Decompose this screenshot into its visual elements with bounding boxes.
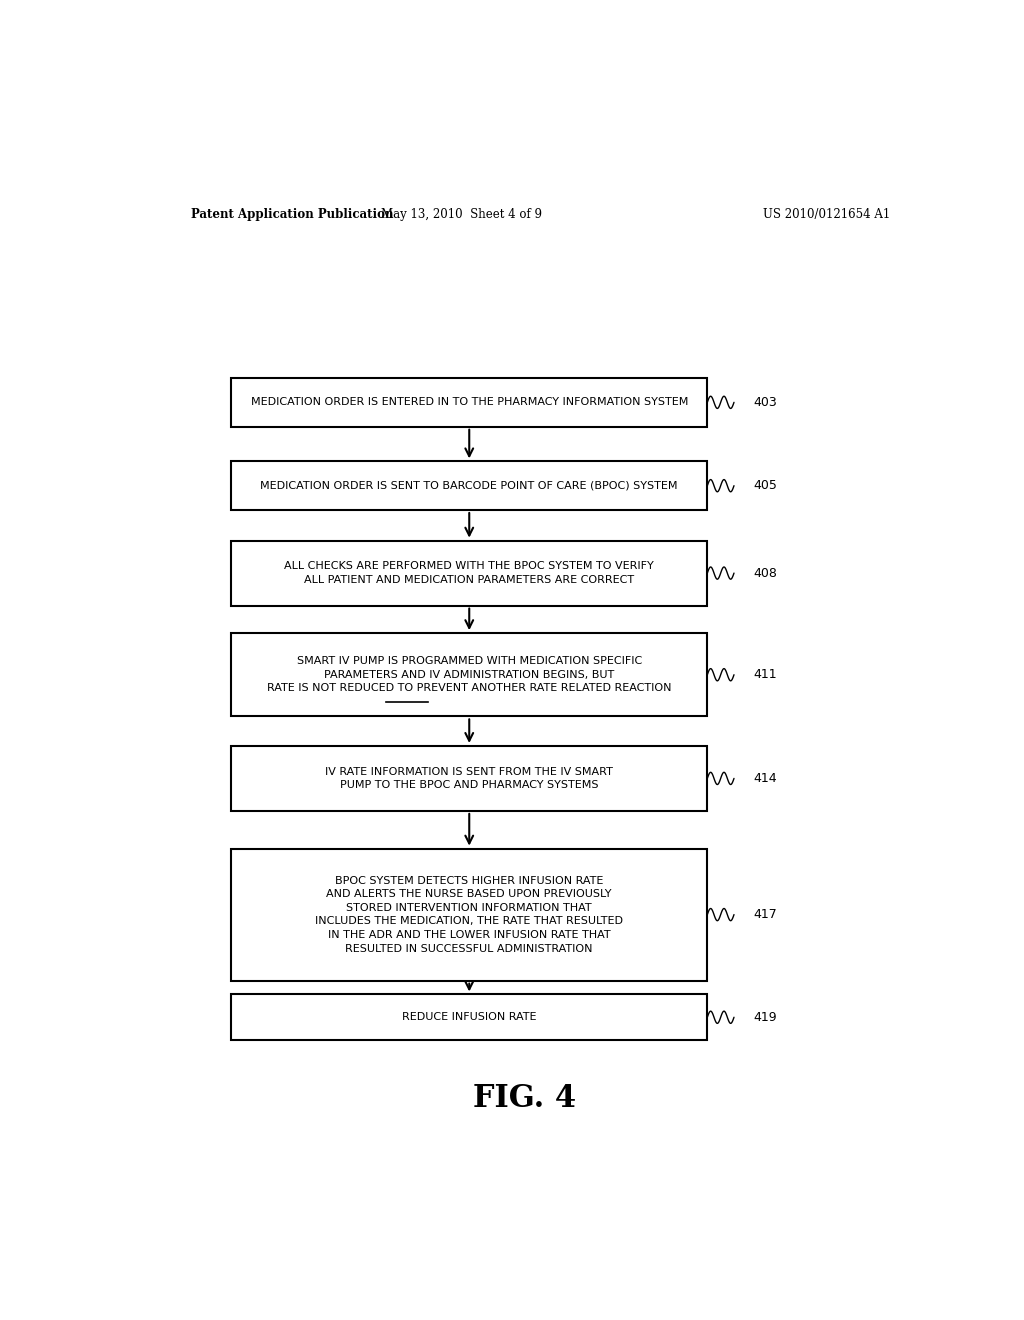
Text: 414: 414	[754, 772, 777, 785]
Text: 417: 417	[754, 908, 777, 921]
Text: ALL CHECKS ARE PERFORMED WITH THE BPOC SYSTEM TO VERIFY
ALL PATIENT AND MEDICATI: ALL CHECKS ARE PERFORMED WITH THE BPOC S…	[285, 561, 654, 585]
Text: US 2010/0121654 A1: US 2010/0121654 A1	[763, 207, 890, 220]
Text: MEDICATION ORDER IS SENT TO BARCODE POINT OF CARE (BPOC) SYSTEM: MEDICATION ORDER IS SENT TO BARCODE POIN…	[260, 480, 678, 491]
Text: MEDICATION ORDER IS ENTERED IN TO THE PHARMACY INFORMATION SYSTEM: MEDICATION ORDER IS ENTERED IN TO THE PH…	[251, 397, 688, 408]
Text: Patent Application Publication: Patent Application Publication	[191, 207, 394, 220]
FancyBboxPatch shape	[231, 746, 708, 810]
FancyBboxPatch shape	[231, 849, 708, 981]
FancyBboxPatch shape	[231, 994, 708, 1040]
Text: BPOC SYSTEM DETECTS HIGHER INFUSION RATE
AND ALERTS THE NURSE BASED UPON PREVIOU: BPOC SYSTEM DETECTS HIGHER INFUSION RATE…	[315, 875, 624, 953]
Text: May 13, 2010  Sheet 4 of 9: May 13, 2010 Sheet 4 of 9	[381, 207, 542, 220]
Text: 419: 419	[754, 1011, 777, 1024]
FancyBboxPatch shape	[231, 634, 708, 717]
Text: 403: 403	[754, 396, 777, 409]
FancyBboxPatch shape	[231, 378, 708, 426]
Text: REDUCE INFUSION RATE: REDUCE INFUSION RATE	[402, 1012, 537, 1022]
Text: SMART IV PUMP IS PROGRAMMED WITH MEDICATION SPECIFIC
PARAMETERS AND IV ADMINISTR: SMART IV PUMP IS PROGRAMMED WITH MEDICAT…	[267, 656, 672, 693]
Text: FIG. 4: FIG. 4	[473, 1084, 577, 1114]
Text: 405: 405	[754, 479, 777, 492]
Text: IV RATE INFORMATION IS SENT FROM THE IV SMART
PUMP TO THE BPOC AND PHARMACY SYST: IV RATE INFORMATION IS SENT FROM THE IV …	[326, 767, 613, 791]
Text: 411: 411	[754, 668, 777, 681]
Text: 408: 408	[754, 566, 777, 579]
FancyBboxPatch shape	[231, 461, 708, 510]
FancyBboxPatch shape	[231, 541, 708, 606]
